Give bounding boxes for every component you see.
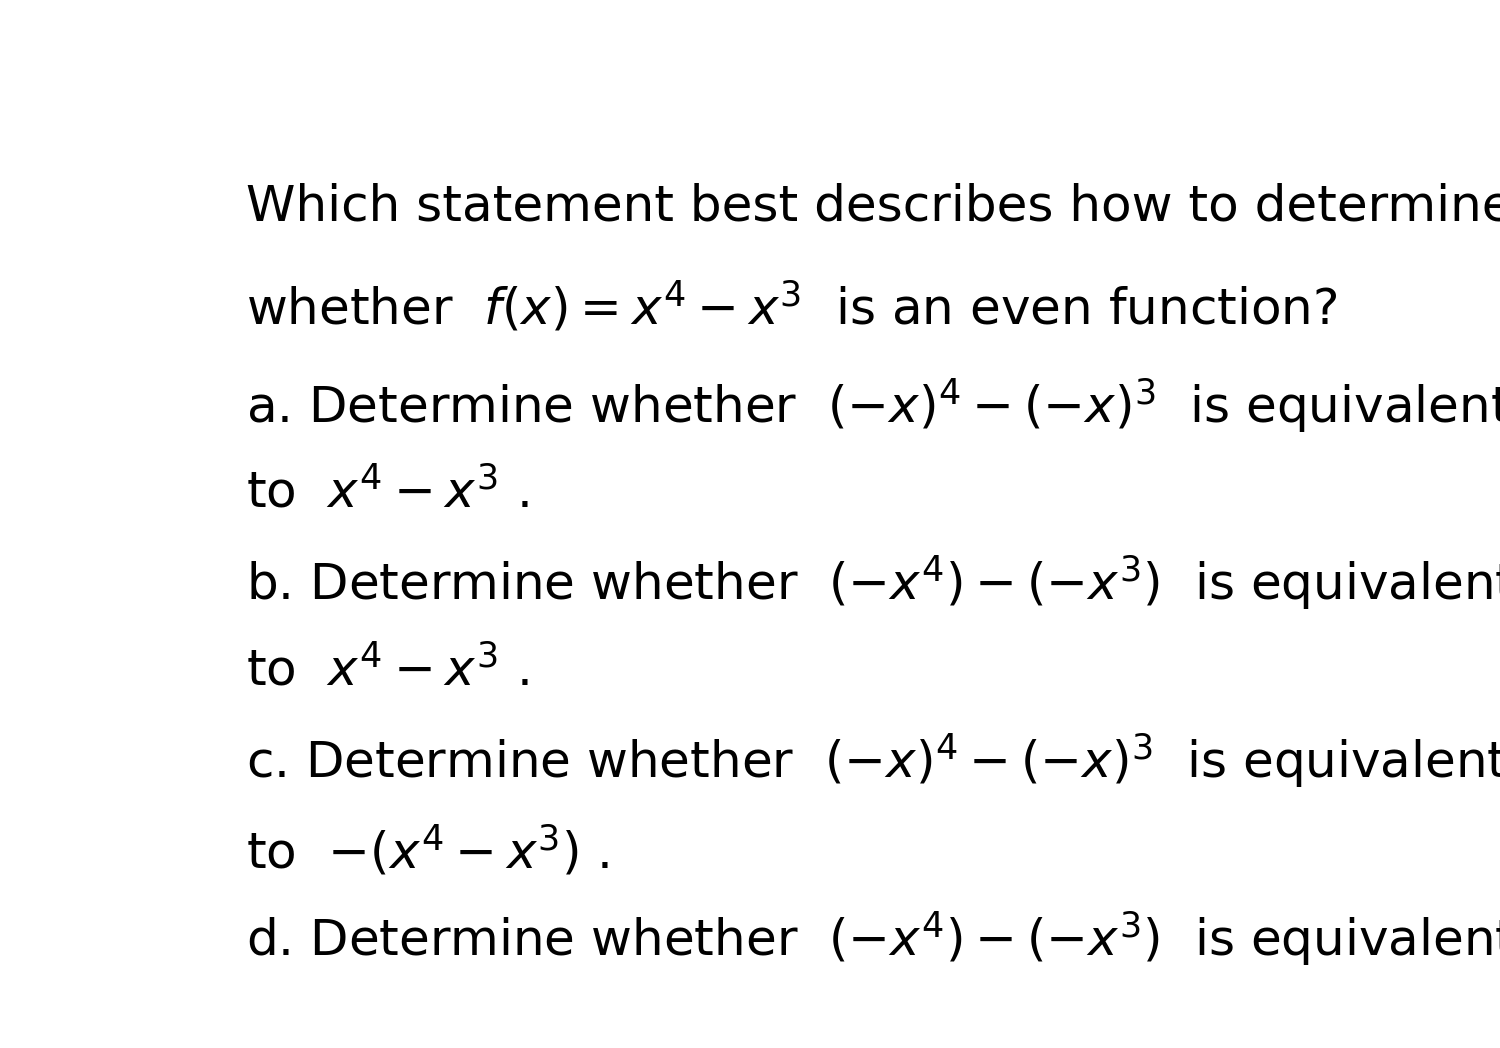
Text: c. Determine whether  $(-x)^4 - (-x)^3$  is equivalent: c. Determine whether $(-x)^4 - (-x)^3$ i… [246, 732, 1500, 790]
Text: d. Determine whether  $(-x^4) - (-x^3)$  is equivalent: d. Determine whether $(-x^4) - (-x^3)$ i… [246, 909, 1500, 967]
Text: to  $-(x^4 - x^3)$ .: to $-(x^4 - x^3)$ . [246, 824, 609, 879]
Text: Which statement best describes how to determine: Which statement best describes how to de… [246, 182, 1500, 231]
Text: b. Determine whether  $(-x^4) - (-x^3)$  is equivalent: b. Determine whether $(-x^4) - (-x^3)$ i… [246, 553, 1500, 612]
Text: whether  $f(x) = x^4 - x^3$  is an even function?: whether $f(x) = x^4 - x^3$ is an even fu… [246, 279, 1336, 334]
Text: to  $x^4 - x^3$ .: to $x^4 - x^3$ . [246, 647, 528, 695]
Text: to  $x^4 - x^3$ .: to $x^4 - x^3$ . [246, 468, 528, 518]
Text: a. Determine whether  $(-x)^4 - (-x)^3$  is equivalent: a. Determine whether $(-x)^4 - (-x)^3$ i… [246, 376, 1500, 435]
